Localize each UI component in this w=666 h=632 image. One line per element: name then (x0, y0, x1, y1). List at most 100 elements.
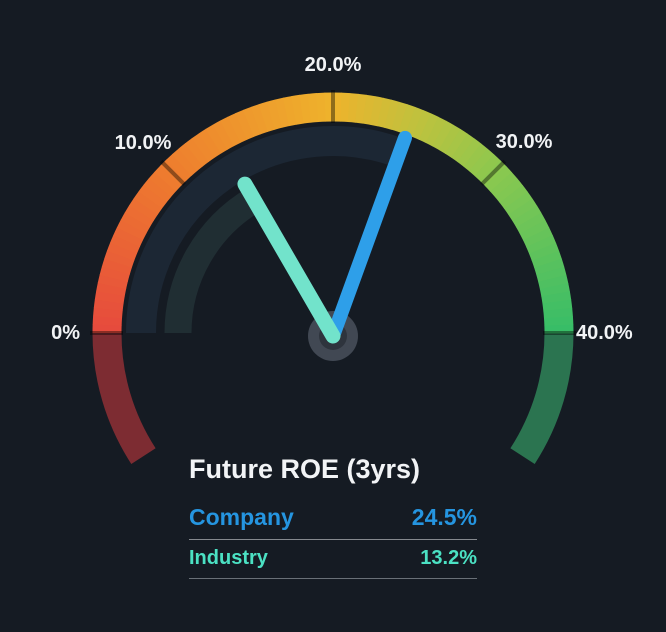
gauge-color-band-segment (250, 104, 269, 135)
gauge-color-band-segment (101, 258, 133, 275)
gauge-color-band-segment (432, 120, 454, 151)
gauge-color-band-segment (191, 133, 216, 162)
gauge-color-band-segment (107, 242, 138, 261)
gauge-color-band-segment (143, 178, 172, 203)
gauge-color-band-segment (474, 154, 501, 182)
gauge-color-band-segment (205, 124, 228, 154)
gauge-color-band-segment (451, 133, 475, 163)
gauge-color-band-segment (438, 124, 461, 154)
gauge-color-band-segment (242, 106, 262, 137)
legend-company-value: 24.5% (411, 504, 477, 530)
axis-tick-label-30: 30.0% (495, 131, 553, 153)
gauge-color-band-segment (490, 172, 518, 198)
gauge-color-band-segment (154, 165, 182, 192)
gauge-color-band-segment (124, 205, 154, 228)
gauge-color-band-segment (99, 266, 130, 282)
gauge-color-band-segment (347, 93, 359, 123)
gauge-color-band-segment (120, 212, 151, 234)
gauge-color-band-segment (519, 220, 550, 241)
gauge-color-band-segment (198, 128, 222, 158)
band-below-min (92, 332, 156, 464)
gauge-color-band-segment (93, 299, 124, 311)
legend-row-company: Company 24.5% (189, 500, 477, 540)
gauge-color-band-segment (355, 93, 367, 124)
gauge-color-band-segment (266, 99, 283, 130)
gauge-color-band-segment (133, 191, 163, 215)
gauge-color-band-segment (531, 250, 562, 269)
gauge-color-band-segment (494, 178, 523, 204)
legend-company-name: Company (189, 504, 294, 530)
gauge-color-band-segment (398, 104, 416, 135)
legend-row-industry: Industry 13.2% (189, 540, 477, 579)
tick-line-30 (480, 159, 507, 186)
gauge-color-band-segment (258, 101, 276, 132)
gauge-color-band-segment (539, 282, 570, 297)
gauge-color-band-segment (425, 116, 447, 147)
tick-line-10 (159, 159, 186, 186)
gauge-color-band-segment (523, 227, 553, 248)
gauge-color-band-segment (138, 184, 167, 209)
gauge-color-band-segment (291, 94, 305, 125)
gauge-color-band-segment (235, 109, 255, 140)
gauge-color-band-segment (391, 101, 408, 133)
gauge-color-band-segment (526, 235, 557, 255)
gauge-color-band-segment (178, 143, 204, 172)
axis-tick-label-10: 10.0% (114, 132, 172, 154)
gauge-color-band-segment (97, 274, 128, 290)
gauge-color-band-segment (468, 148, 495, 177)
gauge-color-band-segment (227, 113, 248, 143)
gauge-color-band-segment (542, 299, 573, 312)
gauge-color-band-segment (541, 291, 572, 305)
company-needle (326, 130, 412, 343)
gauge-color-band-segment (96, 282, 127, 297)
gauge-color-band-segment (504, 191, 533, 216)
gauge-color-band-segment (538, 274, 569, 290)
industry-needle (237, 176, 341, 344)
gauge-color-band-segment (299, 93, 312, 124)
gauge-color-band-segment (463, 143, 488, 172)
gauge-color-band-segment (536, 266, 567, 283)
band-above-max (510, 332, 574, 464)
gauge-color-band-segment (384, 99, 400, 130)
gauge-color-band-segment (282, 96, 297, 127)
gauge-color-band-segment (445, 129, 468, 158)
gauge-color-band-segment (376, 97, 392, 128)
gauge-color-band-segment (362, 94, 376, 125)
gauge-color-band-segment (534, 258, 565, 276)
gauge-color-band-segment (212, 120, 235, 150)
gauge-color-band-segment (94, 290, 125, 304)
gauge-color-band-segment (543, 307, 573, 319)
gauge-color-band-segment (499, 184, 528, 210)
gauge-color-band-segment (165, 153, 192, 181)
gauge-color-band-segment (110, 234, 140, 254)
gauge-color-band-segment (485, 165, 513, 192)
gauge-color-band-segment (412, 110, 432, 140)
gauge-color-band-segment (93, 307, 123, 319)
gauge-color-band-segment (274, 97, 290, 128)
gauge-color-band-segment (405, 107, 424, 138)
gauge-color-band-segment (516, 212, 546, 235)
industry-trail-arc (164, 187, 262, 334)
gauge-color-band-segment (148, 171, 177, 198)
legend-table: Company 24.5% Industry 13.2% (189, 500, 477, 579)
legend-industry-value: 13.2% (420, 547, 477, 569)
chart-title: Future ROE (3yrs) (189, 454, 421, 484)
axis-tick-label-20: 20.0% (304, 54, 362, 76)
gauge-color-band-segment (418, 113, 439, 144)
gauge-color-band-segment (529, 242, 560, 262)
axis-tick-label-40: 40.0% (576, 322, 633, 344)
gauge-color-band-segment (307, 93, 319, 123)
gauge-color-band-segment (220, 116, 241, 147)
gauge-color-band-segment (172, 148, 198, 176)
legend-industry-name: Industry (189, 547, 268, 569)
axis-tick-label-0: 0% (51, 322, 80, 344)
gauge-color-band-segment (116, 219, 147, 241)
gauge-color-band-segment (512, 205, 542, 228)
gauge-color-band-segment (113, 227, 144, 248)
gauge-color-band-segment (508, 198, 538, 222)
gauge-color-band-segment (104, 250, 135, 268)
gauge-color-band-segment (369, 96, 384, 127)
gauge-color-band-segment (129, 198, 158, 221)
